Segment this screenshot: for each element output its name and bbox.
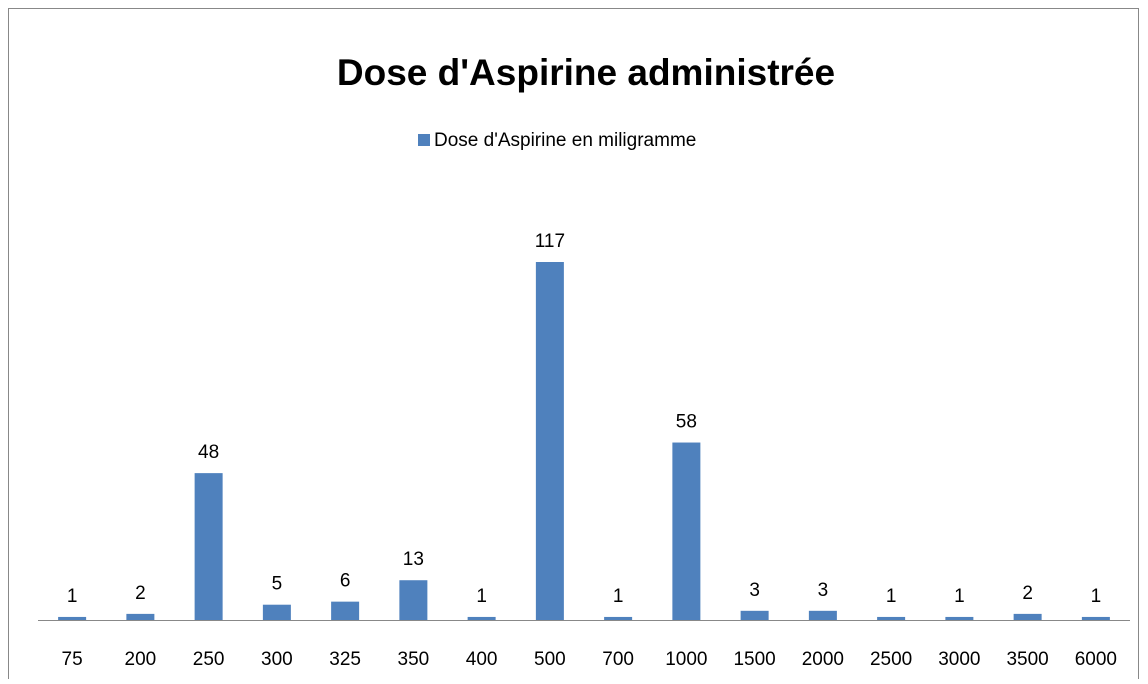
- data-label: 1: [67, 586, 78, 607]
- x-tick-label: 500: [534, 649, 566, 670]
- data-label: 117: [535, 231, 565, 252]
- chart-title: Dose d'Aspirine administrée: [337, 52, 835, 93]
- data-label: 1: [613, 586, 624, 607]
- x-tick-label: 325: [329, 649, 361, 670]
- bar: [262, 604, 291, 620]
- data-label: 3: [818, 580, 829, 601]
- x-tick-label: 250: [193, 649, 225, 670]
- bar: [467, 616, 496, 620]
- bar: [58, 616, 87, 620]
- bar: [1013, 613, 1042, 620]
- data-label: 2: [1022, 583, 1033, 604]
- bar: [1081, 616, 1110, 620]
- bar: [808, 610, 837, 620]
- x-tick-label: 350: [398, 649, 430, 670]
- x-tick-label: 400: [466, 649, 498, 670]
- legend-label: Dose d'Aspirine en miligramme: [434, 130, 696, 151]
- data-label: 2: [135, 583, 146, 604]
- bar: [945, 616, 974, 620]
- data-label: 1: [1091, 586, 1102, 607]
- data-label: 5: [272, 574, 283, 595]
- x-tick-label: 1500: [733, 649, 775, 670]
- data-label: 48: [198, 442, 219, 463]
- x-tick-label: 300: [261, 649, 293, 670]
- x-tick-label: 3000: [938, 649, 980, 670]
- x-tick-label: 6000: [1075, 649, 1117, 670]
- data-label: 1: [886, 586, 897, 607]
- bar: [535, 262, 564, 620]
- data-label: 6: [340, 571, 351, 592]
- x-tick-label: 200: [125, 649, 157, 670]
- data-label: 1: [954, 586, 965, 607]
- chart-frame: [8, 8, 1139, 684]
- x-tick-label: 700: [602, 649, 634, 670]
- bar: [740, 610, 769, 620]
- data-label: 3: [749, 580, 760, 601]
- bar: [126, 613, 155, 620]
- bar: [194, 473, 223, 620]
- x-tick-label: 75: [62, 649, 83, 670]
- data-label: 13: [403, 549, 424, 570]
- bar: [877, 616, 906, 620]
- bar: [331, 601, 360, 620]
- bar: [604, 616, 633, 620]
- x-tick-label: 2000: [802, 649, 844, 670]
- bar: [399, 580, 428, 620]
- data-label: 58: [676, 412, 697, 433]
- x-tick-label: 1000: [665, 649, 707, 670]
- legend-swatch: [418, 134, 430, 146]
- data-label: 1: [476, 586, 487, 607]
- bar: [672, 442, 701, 620]
- x-tick-label: 2500: [870, 649, 912, 670]
- x-tick-label: 3500: [1006, 649, 1048, 670]
